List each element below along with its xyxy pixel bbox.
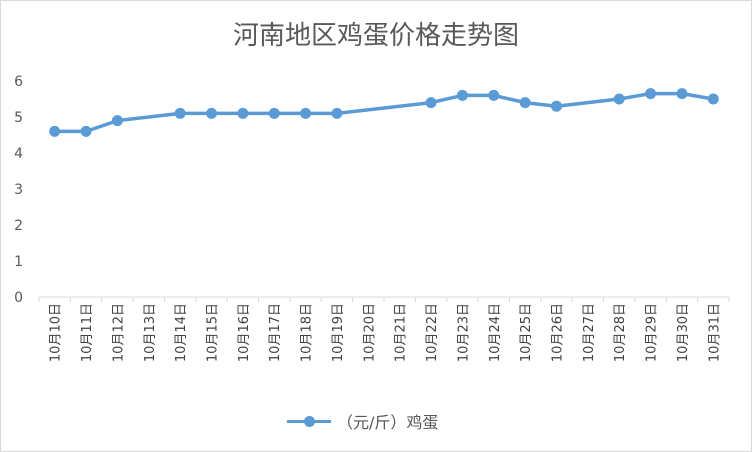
legend-swatch — [287, 414, 331, 428]
data-point — [456, 89, 468, 101]
x-tick-label: 10月28日 — [613, 303, 628, 362]
data-point — [425, 97, 437, 109]
y-tick-label: 1 — [14, 254, 23, 270]
x-tick-label: 10月24日 — [488, 303, 503, 362]
x-tick-label: 10月19日 — [331, 303, 346, 362]
x-tick-label: 10月13日 — [143, 303, 158, 362]
data-point — [111, 115, 123, 127]
x-tick-label: 10月18日 — [300, 303, 315, 362]
x-tick-label: 10月23日 — [456, 303, 471, 362]
y-tick-label: 2 — [14, 218, 23, 234]
x-tick-label: 10月16日 — [237, 303, 252, 362]
y-tick-label: 4 — [14, 146, 23, 162]
y-tick-label: 6 — [14, 74, 23, 90]
data-point — [300, 107, 312, 119]
data-point — [551, 100, 562, 112]
data-point — [174, 107, 186, 119]
data-point — [707, 93, 719, 105]
x-tick-label: 10月12日 — [111, 303, 126, 362]
y-tick-label: 0 — [14, 290, 23, 306]
x-tick-label: 10月27日 — [582, 303, 597, 362]
chart-title: 河南地区鸡蛋价格走势图 — [232, 21, 519, 51]
data-point — [645, 88, 657, 100]
x-tick-label: 10月29日 — [645, 303, 660, 362]
x-tick-label: 10月21日 — [394, 303, 409, 362]
data-point — [80, 125, 92, 137]
x-tick-label: 10月11日 — [80, 303, 95, 362]
x-tick-label: 10月20日 — [362, 303, 377, 362]
x-tick-label: 10月10日 — [49, 303, 64, 362]
x-tick-label: 10月30日 — [676, 303, 691, 362]
data-point — [268, 107, 280, 119]
data-point — [237, 107, 249, 119]
x-tick-label: 10月14日 — [174, 303, 189, 362]
y-tick-label: 5 — [14, 110, 23, 126]
x-tick-label: 10月31日 — [707, 303, 722, 362]
x-tick-label: 10月17日 — [268, 303, 283, 362]
data-point — [676, 88, 688, 100]
data-point — [519, 97, 531, 109]
x-tick-label: 10月22日 — [425, 303, 440, 362]
y-tick-label: 3 — [14, 182, 23, 198]
x-tick-label: 10月15日 — [206, 303, 221, 362]
legend-label: （元/斤）鸡蛋 — [337, 413, 439, 432]
x-tick-label: 10月26日 — [551, 303, 566, 362]
data-point — [49, 125, 61, 137]
data-point — [206, 107, 217, 119]
data-point — [613, 93, 625, 105]
data-point — [488, 89, 500, 101]
legend: （元/斤）鸡蛋 — [287, 409, 438, 433]
data-point — [331, 107, 343, 119]
x-tick-label: 10月25日 — [519, 303, 534, 362]
